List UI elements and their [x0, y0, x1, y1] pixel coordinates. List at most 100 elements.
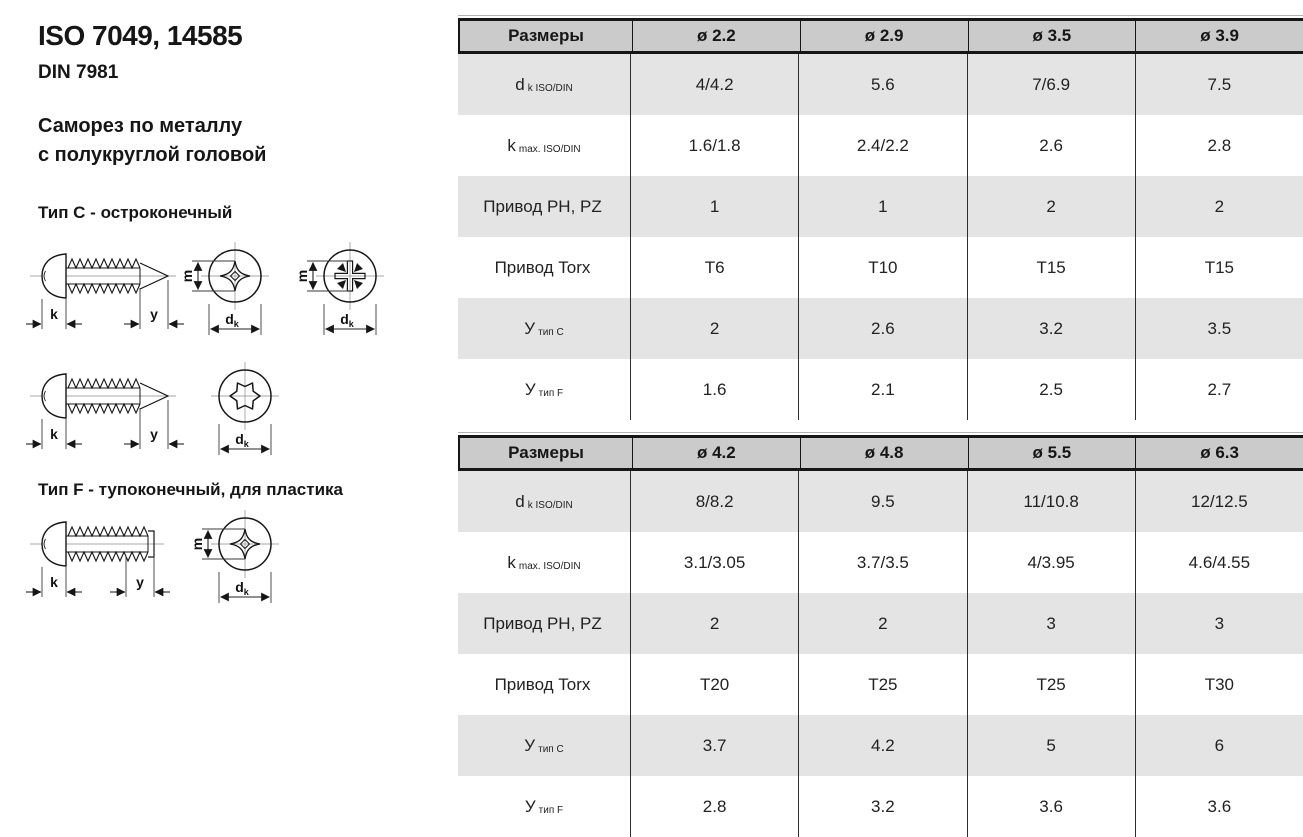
table-cell: 2.5 [966, 359, 1135, 420]
dim-m-label: m [179, 270, 195, 282]
dim-m-label: m [189, 538, 205, 550]
table-cell: 1.6/1.8 [630, 115, 798, 176]
column-header-diameter: ø 3.9 [1135, 21, 1303, 51]
column-header-diameter: ø 4.8 [799, 438, 968, 468]
pointed-screw-side-view [29, 253, 177, 299]
phillips-head-view [210, 509, 280, 579]
table-cell: 3.2 [798, 776, 966, 837]
type-f-label: Тип F - тупоконечный, для пластика [38, 480, 343, 499]
dim-m-label: m [294, 270, 310, 282]
table-cell: 2.7 [1134, 359, 1303, 420]
dim-y-label: y [150, 306, 158, 322]
table-top-hairline [458, 15, 1303, 16]
dim-k-label: k [50, 426, 58, 442]
column-header-sizes: Размеры [508, 443, 584, 462]
table-cell: 1 [630, 176, 798, 237]
table-cell: T30 [1134, 654, 1303, 715]
table-header-row: Размеры ø 2.2 ø 2.9 ø 3.5 ø 3.9 [458, 18, 1303, 54]
table-cell: T20 [630, 654, 798, 715]
column-header-diameter: ø 2.2 [632, 21, 800, 51]
column-header-diameter: ø 6.3 [1135, 438, 1303, 468]
table-row-kmax: k max. ISO/DIN 3.1/3.05 3.7/3.5 4/3.95 4.… [458, 532, 1303, 593]
dim-k-label: k [50, 574, 58, 590]
row-label: Привод PH, PZ [483, 613, 602, 633]
pointed-screw-side-view [29, 373, 177, 419]
table-cell: 2 [1134, 176, 1303, 237]
table-cell: 2.8 [630, 776, 798, 837]
dim-k-label: k [50, 306, 58, 322]
row-label: k max. ISO/DIN [507, 135, 581, 156]
table-cell: T25 [966, 654, 1135, 715]
dim-dk-label: dk [225, 311, 240, 329]
table-cell: 1 [798, 176, 966, 237]
product-name-line2: с полукруглой головой [38, 144, 267, 166]
table-cell: 3.5 [1134, 298, 1303, 359]
table-row-drive-ph-pz: Привод PH, PZ 2 2 3 3 [458, 593, 1303, 654]
blunt-screw-side-view [29, 521, 165, 567]
table-cell: 2.8 [1134, 115, 1303, 176]
table-header-row: Размеры ø 4.2 ø 4.8 ø 5.5 ø 6.3 [458, 435, 1303, 471]
table-row-kmax: k max. ISO/DIN 1.6/1.8 2.4/2.2 2.6 2.8 [458, 115, 1303, 176]
type-c-screw-drawing: k y m dk m dk [26, 241, 385, 335]
table-cell: 2.1 [798, 359, 966, 420]
torx-head-view [210, 361, 280, 431]
type-c-label: Тип C - остроконечный [38, 203, 233, 222]
table-row-drive-torx: Привод Torx T20 T25 T25 T30 [458, 654, 1303, 715]
table-cell: 2 [630, 298, 798, 359]
table-cell: 4.6/4.55 [1134, 532, 1303, 593]
torx-screw-drawing: k y dk [26, 361, 280, 455]
table-cell: 7/6.9 [966, 54, 1135, 115]
product-name: Саморез по металлу с полукруглой головой [38, 112, 266, 170]
table-cell: 5.6 [798, 54, 966, 115]
table-cell: T15 [1134, 237, 1303, 298]
left-column: ISO 7049, 14585 DIN 7981 Саморез по мета… [0, 0, 458, 837]
dim-y-label: y [136, 574, 144, 590]
dim-dk-label: dk [235, 579, 250, 597]
table-cell: 2.6 [798, 298, 966, 359]
table-cell: T15 [966, 237, 1135, 298]
table-cell: 2.4/2.2 [798, 115, 966, 176]
table-top-hairline [458, 432, 1303, 433]
column-header-diameter: ø 3.5 [967, 21, 1136, 51]
table-cell: 7.5 [1134, 54, 1303, 115]
phillips-head-view [200, 241, 270, 311]
dim-y-label: y [150, 426, 158, 442]
table-cell: 12/12.5 [1134, 471, 1303, 532]
table-cell: 9.5 [798, 471, 966, 532]
dim-dk-label: dk [340, 311, 355, 329]
table-cell: 6 [1134, 715, 1303, 776]
table-cell: 3.7 [630, 715, 798, 776]
type-f-screw-drawing: k y m dk [26, 509, 280, 603]
table-cell: 3.7/3.5 [798, 532, 966, 593]
row-label: Привод PH, PZ [483, 196, 602, 216]
table-cell: 2.6 [966, 115, 1135, 176]
table-cell: 4/3.95 [966, 532, 1135, 593]
table-row-drive-ph-pz: Привод PH, PZ 1 1 2 2 [458, 176, 1303, 237]
table-cell: 3.6 [1134, 776, 1303, 837]
table-cell: 4.2 [798, 715, 966, 776]
product-name-line1: Саморез по металлу [38, 115, 243, 137]
table-cell: 3 [1134, 593, 1303, 654]
table-cell: 4/4.2 [630, 54, 798, 115]
table-cell: 2 [630, 593, 798, 654]
table-cell: 3 [966, 593, 1135, 654]
table-row-drive-torx: Привод Torx T6 T10 T15 T15 [458, 237, 1303, 298]
page-title: ISO 7049, 14585 [38, 20, 243, 51]
dim-dk-label: dk [235, 431, 250, 449]
table-cell: 3.6 [966, 776, 1135, 837]
